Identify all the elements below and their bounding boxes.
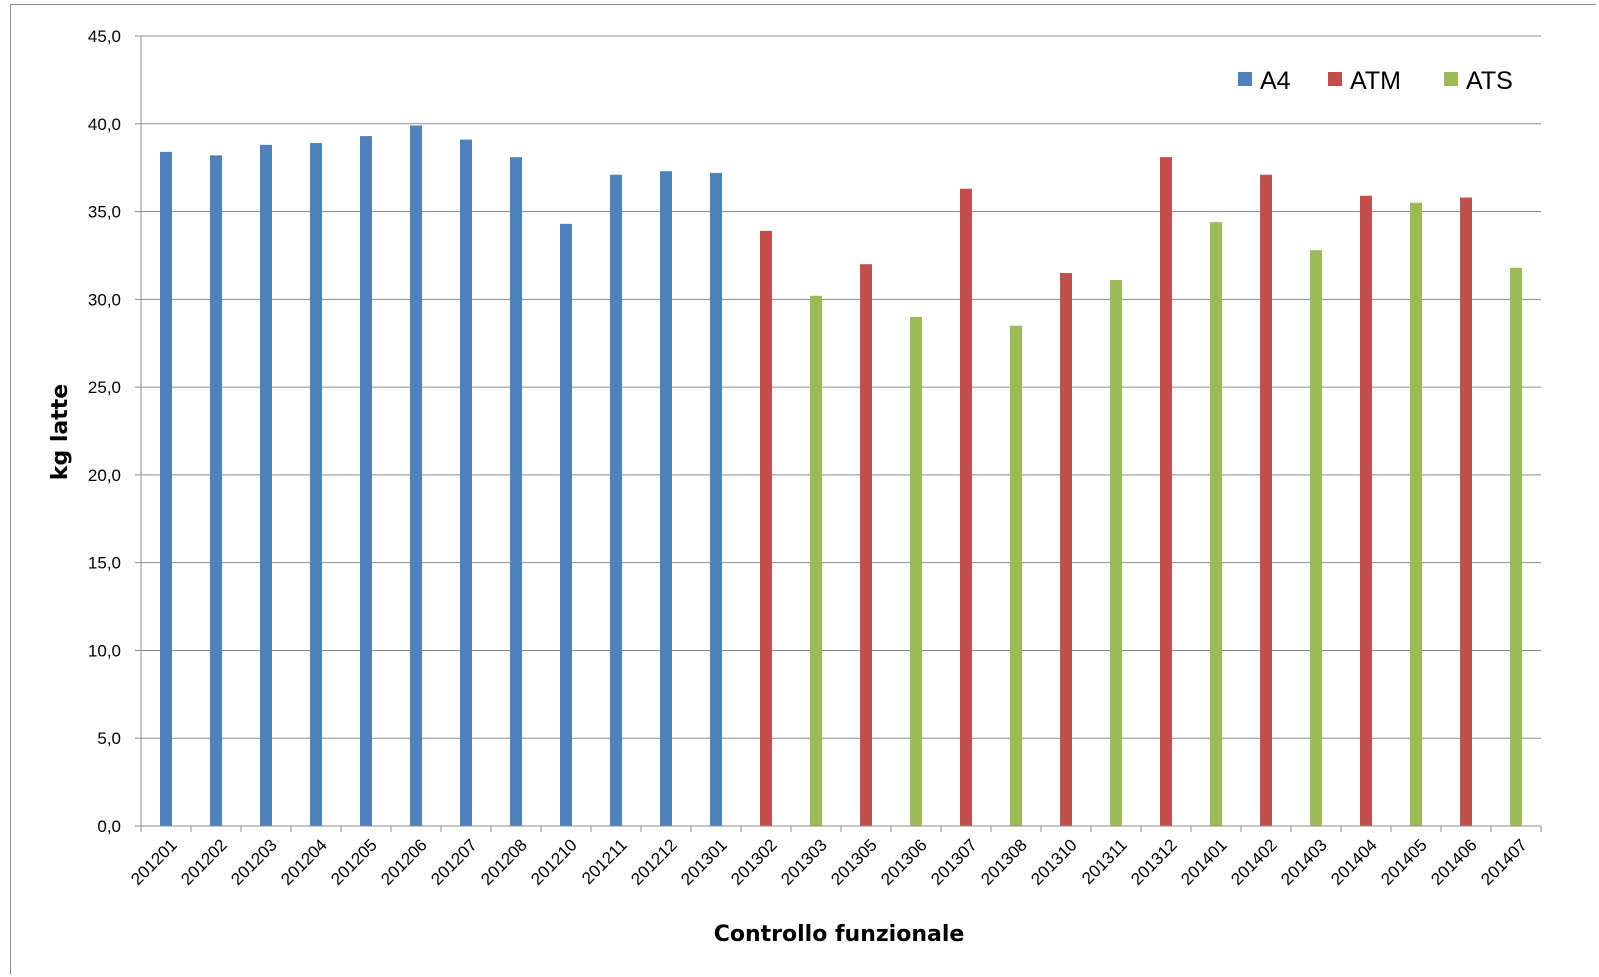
x-tick-label: 201206	[377, 835, 431, 889]
legend-swatch-ats	[1444, 72, 1458, 86]
bar-a4-201208	[510, 157, 522, 826]
y-tick-label: 15,0	[88, 554, 121, 573]
legend-swatch-atm	[1328, 72, 1342, 86]
legend-label-ats: ATS	[1466, 67, 1513, 95]
bar-atm-201406	[1460, 198, 1472, 826]
bars	[160, 126, 1522, 826]
y-tick-label: 25,0	[88, 378, 121, 397]
x-tick-label: 201406	[1427, 835, 1481, 889]
x-tick-label: 201201	[127, 835, 181, 889]
bar-a4-201204	[310, 143, 322, 826]
bar-a4-201301	[710, 173, 722, 826]
bar-ats-201403	[1310, 250, 1322, 826]
bar-a4-201202	[210, 155, 222, 826]
y-tick-label: 45,0	[88, 27, 121, 46]
y-tick-label: 10,0	[88, 641, 121, 660]
bar-atm-201310	[1060, 273, 1072, 826]
x-tick-label: 201306	[877, 835, 931, 889]
bar-a4-201203	[260, 145, 272, 826]
bar-ats-201311	[1110, 280, 1122, 826]
x-tick-label: 201301	[677, 835, 731, 889]
x-tick-label: 201205	[327, 835, 381, 889]
bar-ats-201308	[1010, 326, 1022, 826]
x-tick-label: 201312	[1127, 835, 1181, 889]
bar-atm-201404	[1360, 196, 1372, 826]
y-tick-label: 5,0	[97, 729, 121, 748]
legend-swatch-a4	[1238, 72, 1252, 86]
bar-atm-201302	[760, 231, 772, 826]
x-tick-label: 201211	[578, 835, 631, 888]
bar-ats-201303	[810, 296, 822, 826]
bar-ats-201401	[1210, 222, 1222, 826]
bar-a4-201205	[360, 136, 372, 826]
x-tick-label: 201303	[777, 835, 831, 889]
x-tick-label: 201307	[927, 835, 981, 889]
bar-ats-201407	[1510, 268, 1522, 826]
legend: A4 ATM ATS	[1238, 67, 1513, 95]
x-tick-label: 201403	[1277, 835, 1331, 889]
bar-a4-201211	[610, 175, 622, 826]
x-tick-label: 201302	[727, 835, 781, 889]
x-tick-label: 201210	[527, 835, 581, 889]
y-tick-label: 30,0	[88, 290, 121, 309]
x-tick-label: 201405	[1377, 835, 1431, 889]
y-tick-label: 20,0	[88, 466, 121, 485]
legend-label-atm: ATM	[1350, 67, 1401, 95]
axes	[135, 36, 1541, 832]
x-tick-label: 201402	[1227, 835, 1281, 889]
bar-a4-201201	[160, 152, 172, 826]
y-tick-label: 35,0	[88, 203, 121, 222]
legend-label-a4: A4	[1260, 67, 1291, 95]
x-tick-label: 201204	[277, 835, 331, 889]
x-tick-label: 201203	[227, 835, 281, 889]
x-tick-label: 201207	[427, 835, 481, 889]
bar-a4-201207	[460, 140, 472, 826]
gridlines	[141, 36, 1541, 738]
x-tick-label: 201310	[1027, 835, 1081, 889]
x-tick-labels: 2012012012022012032012042012052012062012…	[127, 835, 1531, 889]
x-axis-title: Controllo funzionale	[714, 922, 965, 947]
y-tick-label: 40,0	[88, 115, 121, 134]
x-tick-label: 201208	[477, 835, 531, 889]
x-tick-label: 201308	[977, 835, 1031, 889]
bar-ats-201405	[1410, 203, 1422, 826]
bar-atm-201305	[860, 264, 872, 826]
bar-atm-201312	[1160, 157, 1172, 826]
bar-atm-201402	[1260, 175, 1272, 826]
bar-a4-201206	[410, 126, 422, 826]
bar-ats-201306	[910, 317, 922, 826]
y-tick-labels: 0,0 5,0 10,0 15,0 20,0 25,0 30,0 35,0 40,0 45,0	[88, 27, 121, 836]
x-tick-label: 201305	[827, 835, 881, 889]
bar-a4-201212	[660, 171, 672, 826]
y-axis-title: kg latte	[48, 384, 73, 480]
x-tick-label: 201202	[177, 835, 231, 889]
x-tick-label: 201212	[627, 835, 681, 889]
y-tick-label: 0,0	[97, 817, 121, 836]
bar-atm-201307	[960, 189, 972, 826]
x-tick-label: 201407	[1477, 835, 1531, 889]
x-tick-label: 201401	[1177, 835, 1231, 889]
bar-a4-201210	[560, 224, 572, 826]
x-tick-label: 201311	[1078, 835, 1131, 888]
x-tick-label: 201404	[1327, 835, 1381, 889]
